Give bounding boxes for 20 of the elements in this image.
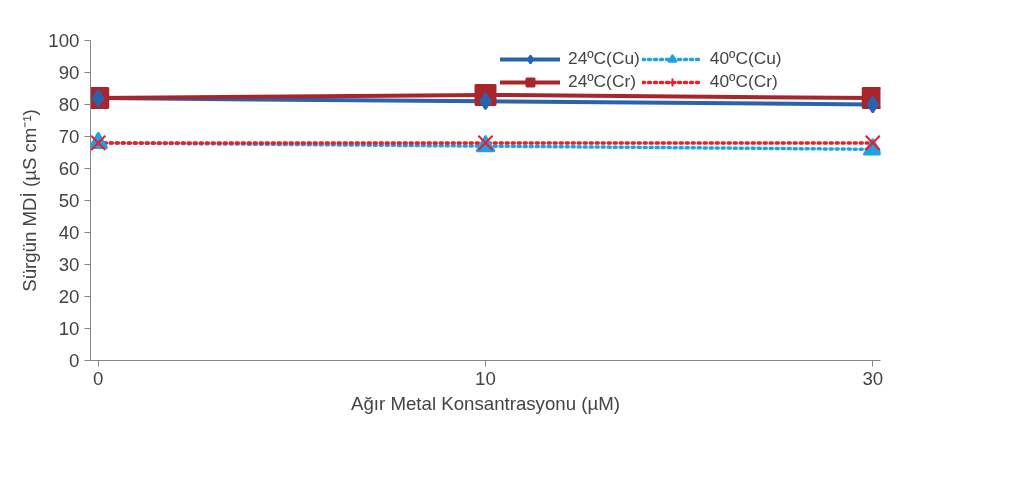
y-tick-label: 50 bbox=[58, 190, 80, 211]
legend-label: 40ºC(Cr) bbox=[709, 71, 778, 92]
y-tick-label: 20 bbox=[58, 286, 80, 307]
y-axis-title: Sürgün MDİ (µS cm⁻¹) bbox=[19, 109, 41, 292]
x-tick-label: 0 bbox=[93, 367, 104, 389]
y-tick-label: 80 bbox=[58, 94, 80, 115]
y-tick-label: 60 bbox=[58, 158, 80, 179]
y-tick-label: 90 bbox=[58, 62, 80, 83]
y-tick-label: 0 bbox=[69, 350, 80, 371]
y-tick-label: 30 bbox=[58, 254, 80, 275]
y-tick-label: 40 bbox=[58, 222, 80, 243]
x-tick-label: 10 bbox=[475, 367, 496, 389]
y-tick-label: 100 bbox=[48, 30, 80, 51]
legend-label: 24ºC(Cu) bbox=[568, 48, 640, 69]
legend-label: 40ºC(Cu) bbox=[709, 48, 782, 69]
x-tick-label: 30 bbox=[862, 367, 884, 389]
y-tick-label: 70 bbox=[58, 126, 80, 147]
y-tick-label: 10 bbox=[58, 318, 80, 339]
x-axis-title: Ağır Metal Konsantrasyonu (µM) bbox=[351, 392, 620, 414]
legend-label: 24ºC(Cr) bbox=[568, 71, 636, 92]
